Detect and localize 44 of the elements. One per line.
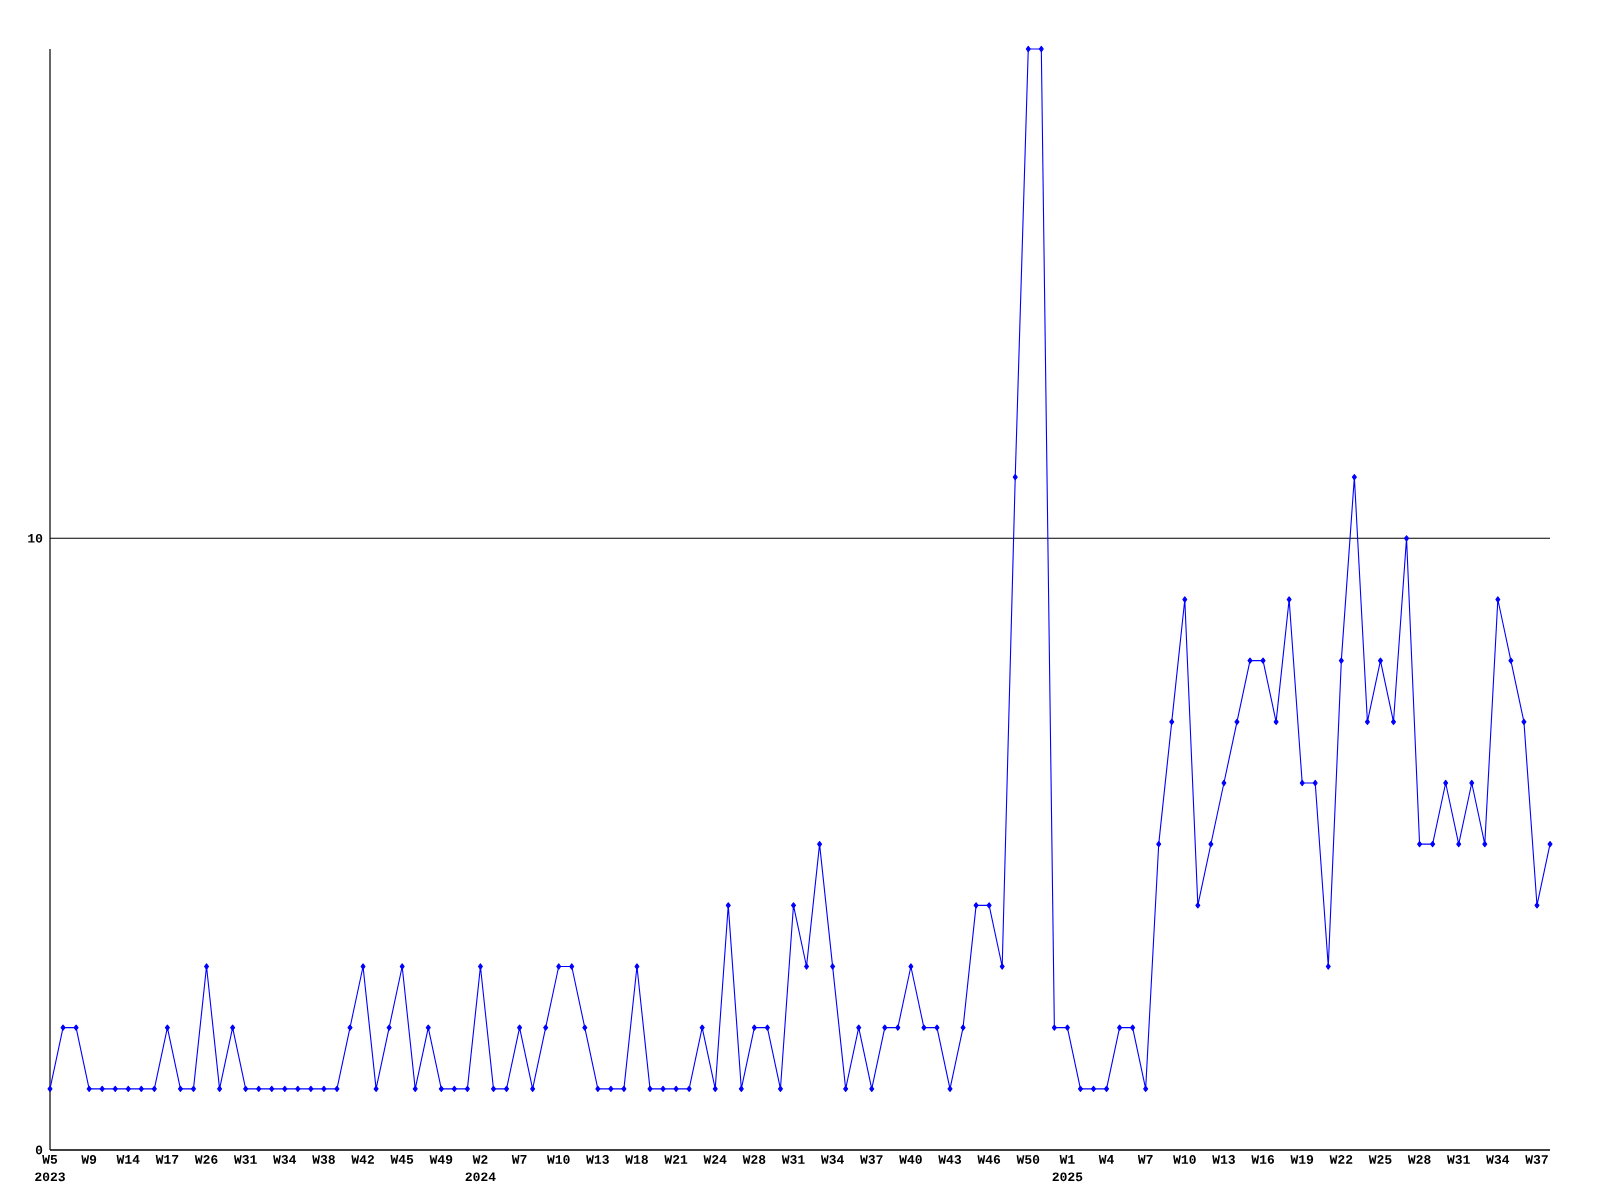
x-tick-label: W14 bbox=[116, 1155, 140, 1164]
x-tick-label: W2 bbox=[472, 1155, 488, 1164]
x-tick-label: W4 bbox=[1098, 1155, 1114, 1164]
x-tick-label: W13 bbox=[586, 1155, 609, 1164]
x-tick-label: W31 bbox=[781, 1155, 805, 1164]
x-tick-label: W9 bbox=[81, 1155, 97, 1164]
x-tick-label: W45 bbox=[390, 1155, 414, 1164]
x-tick-label: W10 bbox=[1173, 1155, 1196, 1164]
x-tick-label: W28 bbox=[1407, 1155, 1431, 1164]
x-tick-label: W17 bbox=[155, 1155, 179, 1164]
x-tick-label: W43 bbox=[938, 1155, 962, 1164]
x-tick-label: W18 bbox=[625, 1155, 648, 1164]
x-tick-label: W1 bbox=[1059, 1155, 1075, 1164]
x-tick-label: W42 bbox=[351, 1155, 374, 1164]
x-tick-label: W10 bbox=[547, 1155, 570, 1164]
x-tick-label: W34 bbox=[273, 1155, 297, 1164]
text: 2024 bbox=[465, 1172, 496, 1182]
x-tick-label: W40 bbox=[899, 1155, 922, 1164]
y-tick-label: 0 bbox=[35, 1145, 43, 1155]
x-tick-label: W37 bbox=[1525, 1155, 1548, 1164]
x-tick-label: W21 bbox=[664, 1155, 688, 1164]
x-tick-label: W37 bbox=[860, 1155, 883, 1164]
x-tick-label: W26 bbox=[194, 1155, 218, 1164]
x-tick-label: W7 bbox=[511, 1155, 527, 1164]
x-tick-label: W34 bbox=[1486, 1155, 1510, 1164]
x-tick-label: W16 bbox=[1251, 1155, 1275, 1164]
x-tick-label: W28 bbox=[742, 1155, 766, 1164]
x-tick-label: W31 bbox=[1447, 1155, 1470, 1164]
x-tick-label: W25 bbox=[1368, 1155, 1392, 1164]
x-tick-label: W7 bbox=[1137, 1155, 1153, 1164]
x-tick-label: W46 bbox=[977, 1155, 1001, 1164]
x-tick-label: W13 bbox=[1212, 1155, 1235, 1164]
x-tick-label: W38 bbox=[312, 1155, 335, 1164]
text: 2023 bbox=[35, 1172, 65, 1182]
x-tick-label: W49 bbox=[429, 1155, 453, 1164]
y-tick-label: 10 bbox=[28, 533, 43, 543]
x-tick-label: W50 bbox=[1016, 1155, 1040, 1164]
x-tick-label: W22 bbox=[1329, 1155, 1353, 1164]
x-tick-label: W24 bbox=[703, 1155, 727, 1164]
x-tick-label: W31 bbox=[233, 1155, 257, 1164]
x-tick-label: W34 bbox=[820, 1155, 844, 1164]
text: 2025 bbox=[1052, 1172, 1083, 1182]
x-tick-label: W5 bbox=[42, 1155, 58, 1164]
x-tick-label: W19 bbox=[1290, 1155, 1314, 1164]
